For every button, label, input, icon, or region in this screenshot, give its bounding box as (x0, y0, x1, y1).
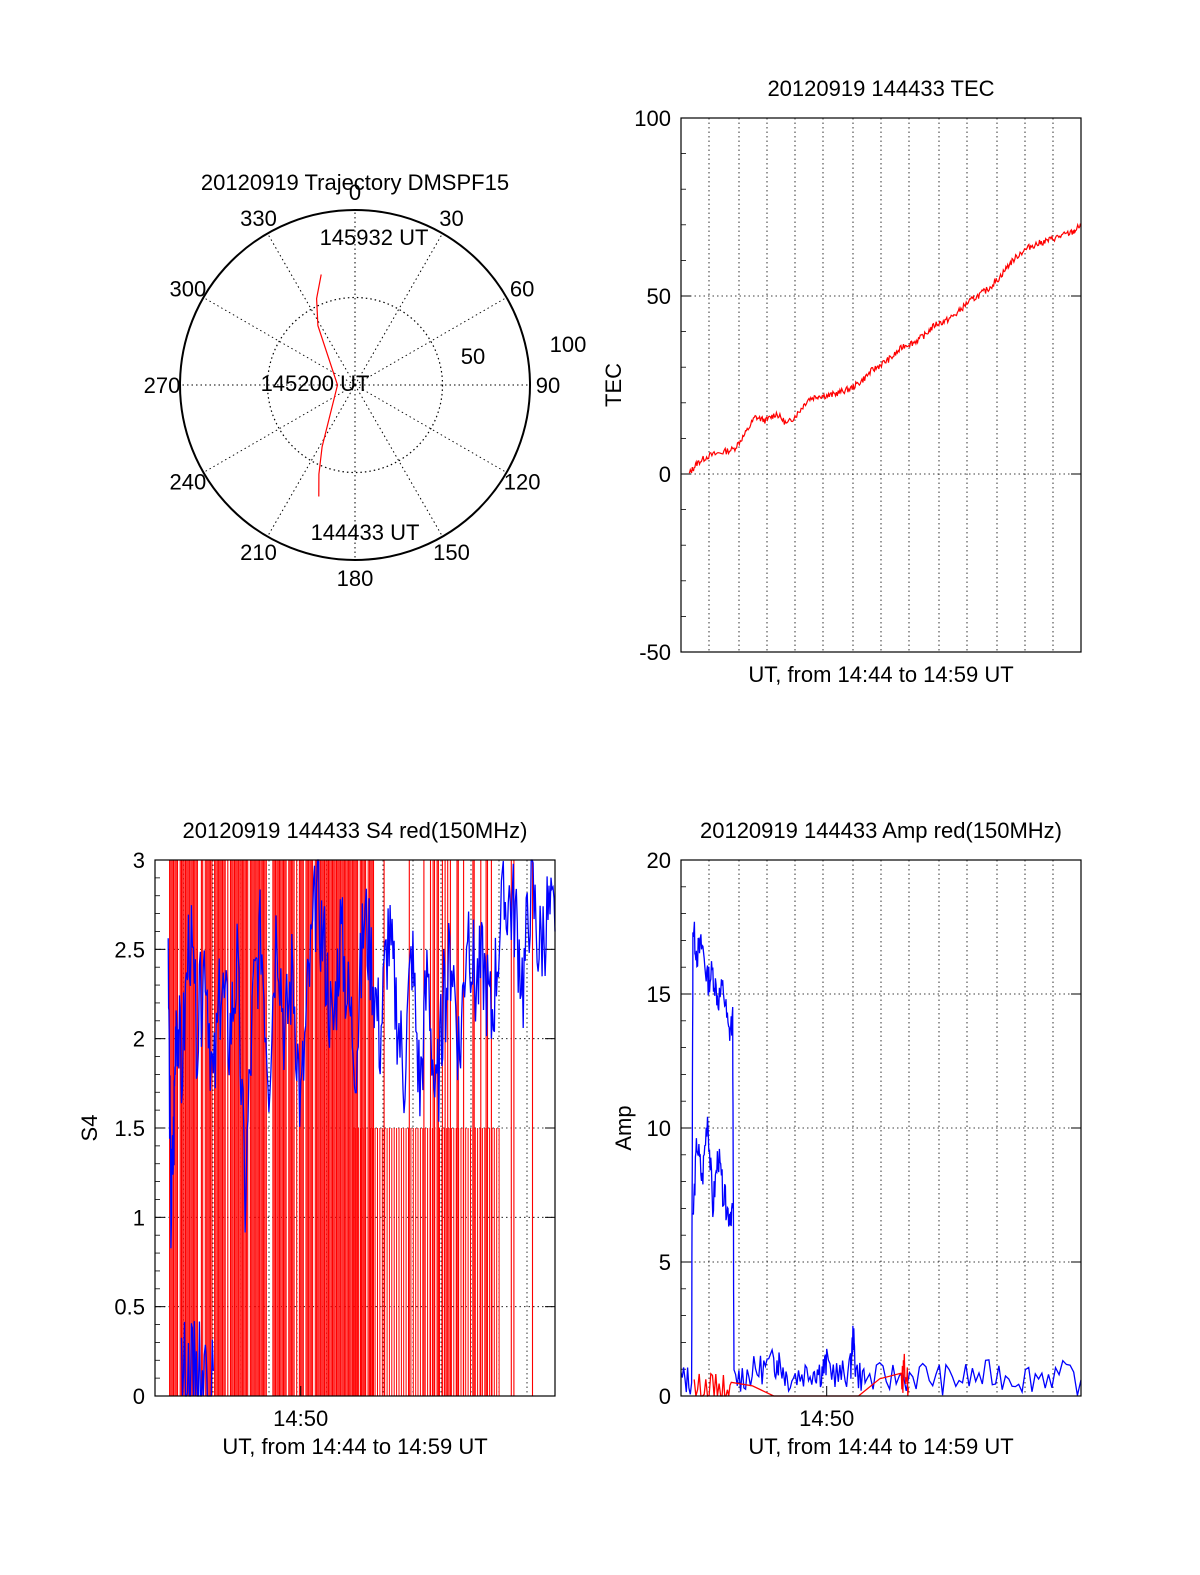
trajectory-angle-label: 120 (504, 470, 541, 495)
tec-ytick-label: 0 (659, 462, 671, 487)
amp-ytick-label: 15 (647, 982, 671, 1007)
s4-panel (154, 859, 556, 1397)
amp-ylabel: Amp (611, 1105, 636, 1150)
trajectory-time-label: 145200 UT (261, 371, 370, 396)
trajectory-spoke (203, 384, 356, 473)
s4-ytick-label: 3 (133, 848, 145, 873)
amp-xlabel: UT, from 14:44 to 14:59 UT (748, 1434, 1013, 1459)
amp-plot-frame (680, 859, 1082, 1397)
amp-series-blue (680, 921, 1082, 1396)
trajectory-angle-label: 180 (337, 566, 374, 591)
s4-title: 20120919 144433 S4 red(150MHz) (183, 818, 528, 843)
trajectory-angle-label: 150 (433, 540, 470, 565)
trajectory-angle-label: 0 (349, 180, 361, 205)
tec-title: 20120919 144433 TEC (767, 76, 994, 101)
s4-ytick-label: 2.5 (114, 937, 145, 962)
amp-series-blue-low (692, 1116, 734, 1227)
trajectory-angle-label: 210 (240, 540, 277, 565)
amp-title: 20120919 144433 Amp red(150MHz) (700, 818, 1062, 843)
tec-series-red (688, 222, 1082, 474)
amp-ytick-label: 5 (659, 1250, 671, 1275)
s4-ytick-label: 0 (133, 1384, 145, 1409)
s4-ytick-label: 2 (133, 1027, 145, 1052)
amp-ytick-label: 20 (647, 848, 671, 873)
trajectory-angle-label: 330 (240, 206, 277, 231)
trajectory-spoke (354, 233, 443, 386)
s4-xtick-label: 14:50 (273, 1406, 328, 1431)
trajectory-angle-label: 60 (510, 277, 534, 302)
tec-ylabel: TEC (601, 363, 626, 407)
trajectory-angle-label: 30 (439, 206, 463, 231)
s4-ytick-label: 1 (133, 1205, 145, 1230)
tec-plot-frame (680, 117, 1082, 653)
trajectory-angle-label: 240 (169, 470, 206, 495)
tec-xlabel: UT, from 14:44 to 14:59 UT (748, 662, 1013, 687)
trajectory-angle-label: 90 (536, 373, 560, 398)
s4-ylabel: S4 (77, 1115, 102, 1142)
amp-ytick-label: 0 (659, 1384, 671, 1409)
s4-plot-frame (154, 859, 556, 1397)
amp-ytick-label: 10 (647, 1116, 671, 1141)
trajectory-ring-50 (266, 296, 444, 474)
trajectory-radial-label-100: 100 (550, 332, 587, 357)
amp-xtick-label: 14:50 (799, 1406, 854, 1431)
tec-ytick-label: 50 (647, 284, 671, 309)
trajectory-spoke (267, 384, 356, 537)
trajectory-outer-circle (179, 209, 531, 561)
trajectory-angle-label: 270 (144, 373, 181, 398)
tec-panel (680, 117, 1082, 653)
trajectory-angle-label: 300 (169, 277, 206, 302)
amp-panel (680, 859, 1082, 1397)
s4-ytick-label: 1.5 (114, 1116, 145, 1141)
trajectory-spoke (354, 297, 507, 386)
tec-ytick-label: -50 (639, 640, 671, 665)
s4-series-red-mid (353, 1128, 500, 1396)
trajectory-title: 20120919 Trajectory DMSPF15 (201, 170, 509, 195)
trajectory-radial-label-50: 50 (461, 344, 485, 369)
trajectory-time-label: 144433 UT (311, 520, 420, 545)
trajectory-time-label: 145932 UT (320, 225, 429, 250)
s4-series-blue (167, 859, 556, 1249)
tec-ytick-label: 100 (634, 106, 671, 131)
trajectory-panel (179, 209, 531, 561)
trajectory-track (315, 274, 339, 497)
s4-xlabel: UT, from 14:44 to 14:59 UT (222, 1434, 487, 1459)
s4-ytick-label: 0.5 (114, 1295, 145, 1320)
